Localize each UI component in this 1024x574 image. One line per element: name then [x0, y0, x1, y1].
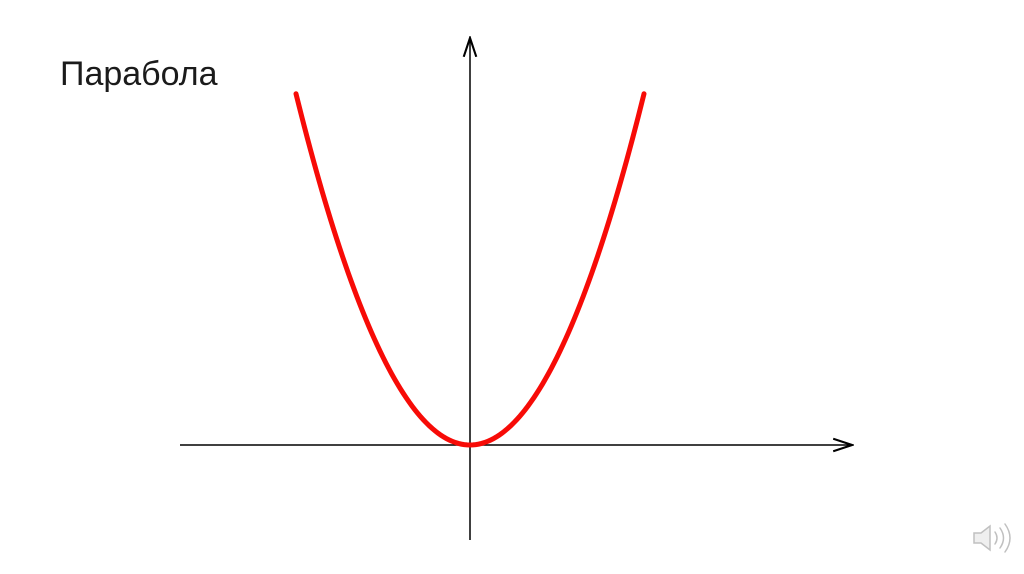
sound-icon — [970, 520, 1014, 561]
parabola-chart — [180, 20, 860, 545]
chart-svg — [180, 20, 860, 540]
